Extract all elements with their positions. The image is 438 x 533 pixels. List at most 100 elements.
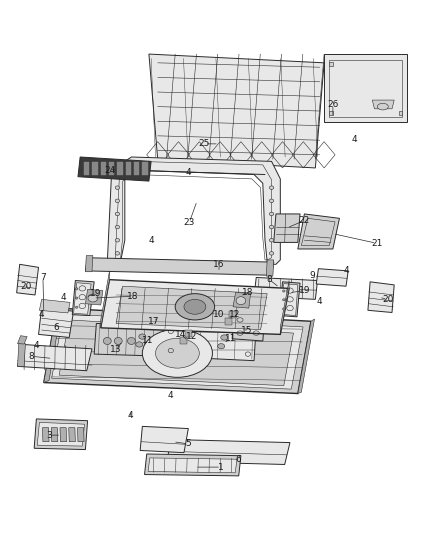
Polygon shape	[229, 311, 236, 318]
Polygon shape	[116, 300, 195, 330]
Polygon shape	[18, 336, 27, 344]
Text: 11: 11	[142, 336, 154, 345]
Polygon shape	[51, 427, 58, 442]
Text: 4: 4	[352, 135, 357, 144]
Ellipse shape	[175, 294, 215, 320]
Text: 22: 22	[299, 216, 310, 225]
Ellipse shape	[283, 308, 285, 310]
Ellipse shape	[218, 344, 225, 349]
Polygon shape	[162, 321, 256, 361]
Polygon shape	[39, 300, 70, 313]
Text: 16: 16	[213, 260, 225, 269]
Ellipse shape	[269, 212, 274, 216]
Polygon shape	[17, 264, 39, 295]
Polygon shape	[60, 427, 67, 442]
Ellipse shape	[75, 288, 78, 290]
Text: 12: 12	[186, 332, 197, 341]
Text: 4: 4	[168, 391, 173, 400]
Polygon shape	[44, 304, 62, 383]
Ellipse shape	[269, 238, 274, 242]
Text: 20: 20	[382, 295, 393, 304]
Polygon shape	[72, 280, 94, 316]
Polygon shape	[329, 61, 333, 66]
Text: 8: 8	[28, 352, 35, 361]
Text: 4: 4	[343, 266, 349, 276]
Text: 17: 17	[148, 317, 159, 326]
Polygon shape	[329, 111, 333, 115]
Polygon shape	[85, 258, 274, 275]
Ellipse shape	[75, 306, 78, 308]
Text: 12: 12	[229, 310, 240, 319]
Polygon shape	[180, 337, 187, 344]
Ellipse shape	[75, 297, 78, 299]
Text: 3: 3	[46, 431, 52, 440]
Text: 21: 21	[371, 239, 382, 248]
Polygon shape	[107, 157, 280, 264]
Text: 8: 8	[266, 275, 272, 284]
Polygon shape	[225, 318, 232, 325]
Ellipse shape	[142, 329, 212, 377]
Ellipse shape	[115, 252, 120, 255]
Polygon shape	[298, 319, 314, 393]
Ellipse shape	[127, 337, 135, 344]
Ellipse shape	[221, 335, 228, 340]
Polygon shape	[298, 214, 339, 249]
Polygon shape	[140, 426, 188, 453]
Ellipse shape	[88, 294, 98, 302]
Text: 11: 11	[225, 334, 237, 343]
Polygon shape	[399, 111, 402, 115]
Polygon shape	[44, 308, 311, 393]
Polygon shape	[101, 271, 110, 328]
Polygon shape	[126, 162, 131, 175]
Ellipse shape	[115, 186, 120, 189]
Polygon shape	[101, 162, 106, 175]
Text: 5: 5	[185, 439, 191, 448]
Text: 4: 4	[186, 168, 191, 177]
Text: 4: 4	[39, 310, 44, 319]
Text: 6: 6	[236, 455, 242, 464]
Polygon shape	[372, 100, 394, 109]
Text: 14: 14	[175, 330, 187, 339]
Ellipse shape	[103, 337, 111, 344]
Polygon shape	[37, 423, 85, 446]
Text: 19: 19	[90, 289, 101, 298]
Text: 6: 6	[53, 324, 59, 332]
Text: 4: 4	[128, 411, 133, 420]
Polygon shape	[109, 162, 114, 175]
Text: 4: 4	[317, 297, 322, 306]
Polygon shape	[145, 454, 241, 476]
Ellipse shape	[184, 300, 206, 314]
Text: 13: 13	[110, 345, 122, 354]
Polygon shape	[324, 54, 407, 122]
Polygon shape	[39, 308, 74, 337]
Polygon shape	[94, 324, 169, 356]
Text: 1: 1	[218, 463, 224, 472]
Polygon shape	[254, 278, 318, 300]
Polygon shape	[69, 427, 75, 442]
Polygon shape	[117, 162, 123, 175]
Polygon shape	[166, 440, 290, 464]
Text: 15: 15	[241, 326, 252, 335]
Ellipse shape	[269, 199, 274, 203]
Ellipse shape	[136, 342, 143, 347]
Text: 23: 23	[184, 218, 195, 227]
Polygon shape	[34, 419, 88, 449]
Polygon shape	[148, 458, 237, 473]
Polygon shape	[281, 284, 298, 316]
Polygon shape	[116, 286, 267, 329]
Polygon shape	[78, 157, 151, 181]
Ellipse shape	[269, 186, 274, 189]
Ellipse shape	[269, 225, 274, 229]
Text: 18: 18	[127, 292, 138, 301]
Text: 24: 24	[104, 166, 115, 175]
Text: 20: 20	[21, 282, 32, 290]
Ellipse shape	[269, 252, 274, 255]
Text: 10: 10	[213, 310, 225, 319]
Polygon shape	[18, 344, 92, 371]
Polygon shape	[59, 320, 293, 386]
Ellipse shape	[115, 225, 120, 229]
Text: 4: 4	[33, 341, 39, 350]
Text: 26: 26	[327, 100, 339, 109]
Ellipse shape	[139, 334, 146, 339]
Text: 19: 19	[299, 286, 310, 295]
